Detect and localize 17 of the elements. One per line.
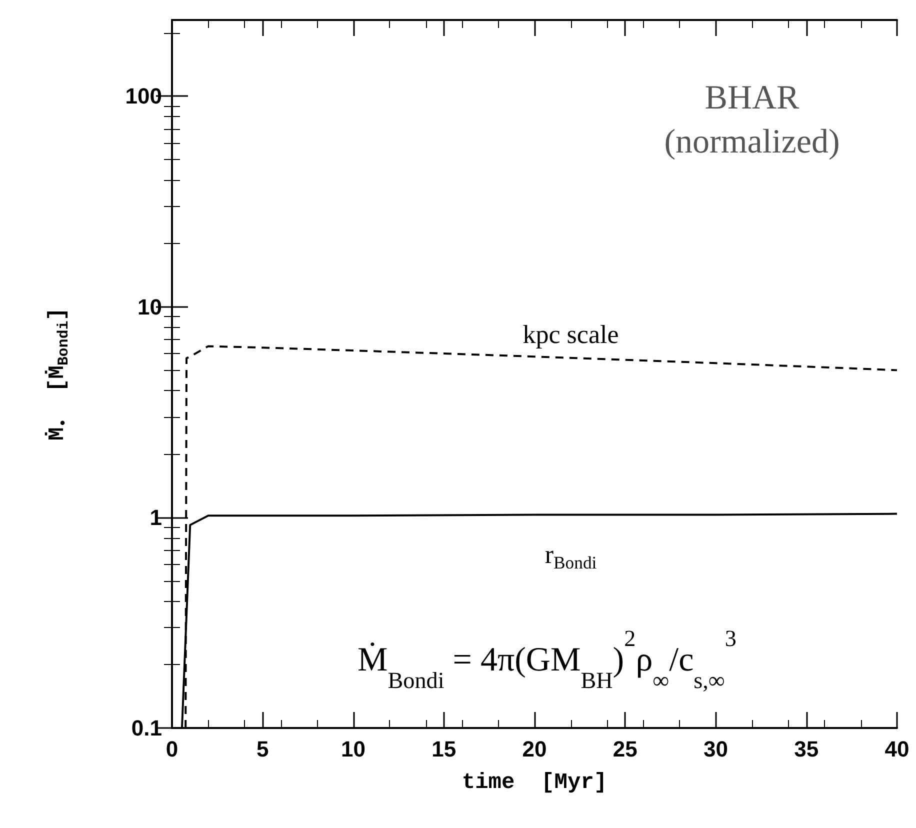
x-axis-title: time [Myr] bbox=[462, 770, 608, 795]
x-tick-label: 10 bbox=[341, 736, 366, 762]
x-tick-label: 25 bbox=[612, 736, 638, 762]
x-tick-label: 20 bbox=[522, 736, 547, 762]
x-tick-label: 40 bbox=[884, 736, 910, 762]
series-label: kpc scale bbox=[522, 320, 619, 350]
x-tick-label: 35 bbox=[794, 736, 819, 762]
y-tick-label: 100 bbox=[125, 84, 162, 109]
y-tick-label: 1 bbox=[150, 504, 162, 530]
x-tick-label: 15 bbox=[432, 736, 456, 762]
annotation: BHAR (normalized) bbox=[664, 79, 840, 161]
y-tick-label: 10 bbox=[138, 294, 162, 320]
text: Ṁ• [ṀBondi] bbox=[45, 307, 72, 441]
y-tick-label: 0.1 bbox=[131, 716, 162, 740]
x-tick-label: 0 bbox=[166, 736, 178, 762]
x-tick-label: 30 bbox=[704, 736, 728, 762]
x-tick-label: 5 bbox=[256, 736, 269, 762]
